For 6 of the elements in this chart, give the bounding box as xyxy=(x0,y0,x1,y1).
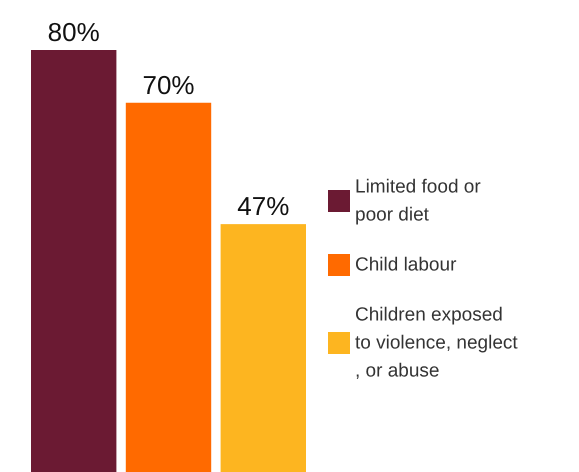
legend-label: Child labour xyxy=(355,254,458,276)
legend-label: Limited food or poor diet xyxy=(355,176,486,226)
data-label: 80% xyxy=(48,17,100,47)
data-label: 70% xyxy=(142,70,195,100)
legend-label: Children exposed to violence, neglect, or abuse xyxy=(355,304,518,382)
data-label: 47% xyxy=(237,191,290,222)
